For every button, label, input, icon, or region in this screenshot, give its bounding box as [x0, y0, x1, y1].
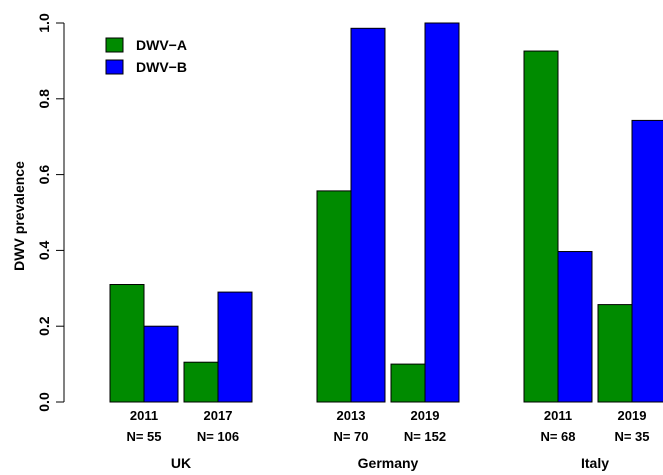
sample-size-label: N= 35: [614, 429, 649, 444]
bar-uk-2017-dwv-b: [217, 291, 253, 403]
y-tick-label: 0.0: [36, 392, 52, 412]
legend-label: DWV−B: [136, 59, 187, 75]
sample-size-label: N= 68: [540, 429, 575, 444]
bar-uk-2017-dwv-a: [183, 361, 219, 403]
bar-uk-2011-dwv-b: [143, 325, 179, 403]
country-label: Germany: [358, 455, 419, 471]
legend: DWV−A DWV−B: [105, 37, 187, 75]
bar-germany-2019-dwv-a: [390, 363, 426, 403]
year-label: 2013: [337, 408, 366, 423]
bars: [109, 22, 663, 403]
year-label: 2019: [618, 408, 647, 423]
y-tick-label: 0.4: [36, 240, 52, 260]
bar-italy-2019-dwv-a: [597, 304, 633, 403]
bar-germany-2013-dwv-a: [316, 190, 352, 403]
year-label: 2011: [544, 408, 572, 423]
year-label: 2019: [411, 408, 440, 423]
y-tick-label: 0.2: [36, 316, 52, 336]
legend-label: DWV−A: [136, 37, 187, 53]
year-label: 2017: [204, 408, 233, 423]
x-axis-labels: 2011 N= 55 2017 N= 106 UK 2013 N= 70 2019 N= 152…: [126, 408, 649, 471]
sample-size-label: N= 70: [333, 429, 368, 444]
sample-size-label: N= 55: [126, 429, 161, 444]
country-label: UK: [171, 455, 191, 471]
y-tick-label: 0.6: [36, 165, 52, 185]
y-tick-label: 1.0: [36, 13, 52, 33]
y-tick-label: 0.8: [36, 89, 52, 109]
legend-swatch: [105, 59, 124, 75]
bar-italy-2019-dwv-b: [631, 119, 663, 403]
sample-size-label: N= 152: [404, 429, 446, 444]
bar-germany-2019-dwv-b: [424, 22, 460, 403]
legend-swatch: [105, 37, 124, 53]
country-label: Italy: [581, 455, 609, 471]
year-label: 2011: [130, 408, 158, 423]
y-axis-title: DWV prevalence: [11, 161, 27, 271]
bar-uk-2011-dwv-a: [109, 284, 145, 403]
bar-italy-2011-dwv-b: [557, 251, 593, 403]
y-axis: 0.0 0.2 0.4 0.6 0.8 1.0: [36, 13, 65, 412]
sample-size-label: N= 106: [197, 429, 239, 444]
bar-italy-2011-dwv-a: [523, 50, 559, 403]
bar-germany-2013-dwv-b: [350, 27, 386, 403]
